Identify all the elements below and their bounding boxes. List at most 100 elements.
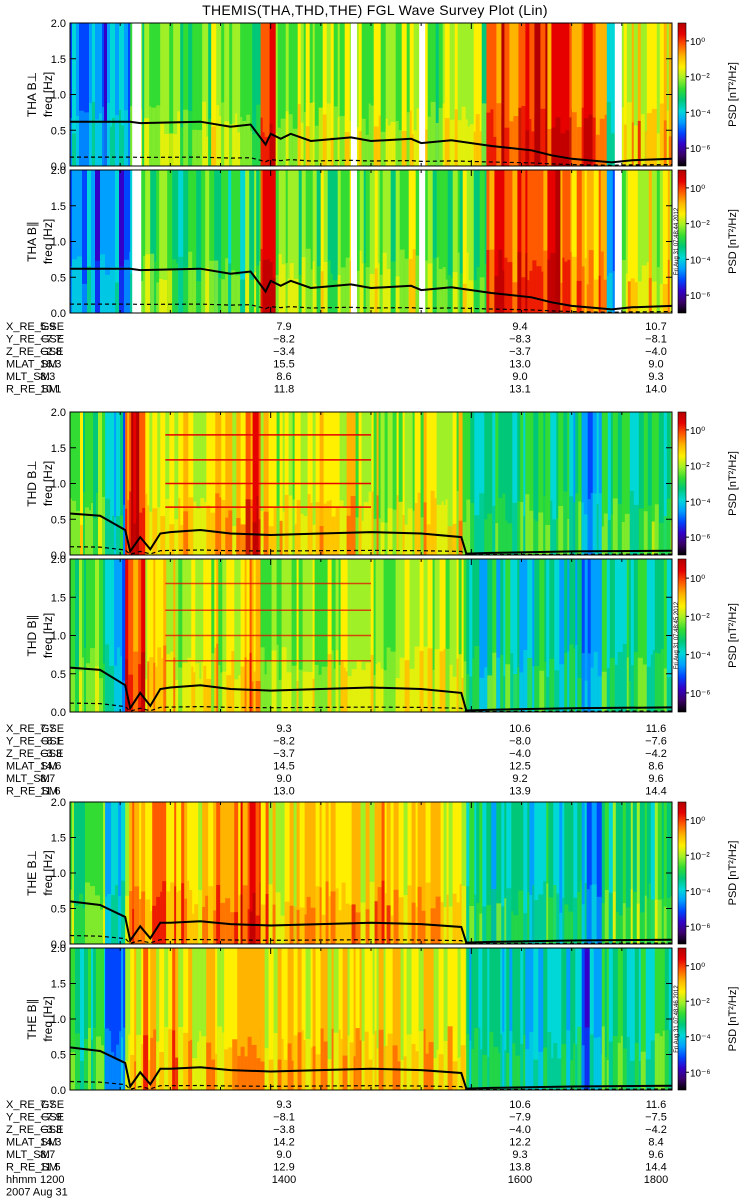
spectrogram-cell: [234, 912, 239, 944]
spectrogram-cell: [82, 657, 85, 712]
spectrogram-column: [298, 170, 303, 313]
spectrogram-column: [417, 412, 421, 555]
spectrogram-column: [631, 23, 635, 166]
spectrogram-cell: [581, 653, 586, 712]
spectrogram-cell: [178, 498, 181, 555]
y-axis-label: freq [Hz]: [41, 461, 55, 506]
spectrogram-cell: [646, 262, 650, 313]
spectrogram-cell: [215, 1053, 218, 1090]
spectrogram-column: [242, 23, 247, 166]
spectrogram-column: [663, 802, 668, 944]
ephemeris-value: 13.0: [509, 359, 530, 371]
spectrogram-column: [156, 802, 161, 944]
spectrogram-cell: [469, 1040, 472, 1090]
spectrogram-cell: [392, 1045, 398, 1090]
spectrogram-cell: [439, 651, 444, 712]
spectrogram-cell: [509, 121, 514, 166]
spectrogram-column: [462, 412, 467, 555]
spectrogram-cell: [525, 130, 530, 166]
spectrogram-cell: [206, 679, 212, 712]
spectrogram-cell: [284, 901, 290, 944]
spectrogram-column: [197, 948, 200, 1090]
spectrogram-cell: [208, 886, 214, 944]
spectrogram-column: [240, 948, 245, 1090]
spectrogram-column: [604, 948, 608, 1090]
spectrogram-cell: [91, 270, 96, 313]
spectrogram-column: [398, 412, 403, 555]
spectrogram-cell: [315, 502, 320, 555]
spectrogram-column: [447, 170, 452, 313]
spectrogram-column: [361, 23, 367, 166]
spectrogram-cell: [550, 500, 553, 555]
spectrogram-column: [320, 948, 324, 1090]
spectrogram-cell: [601, 1026, 606, 1090]
spectrogram-cell: [90, 886, 96, 944]
spectrogram-column: [373, 23, 380, 166]
spectrogram-cell: [525, 494, 530, 555]
spectrogram-column: [141, 802, 146, 944]
spectrogram-cell: [353, 1056, 356, 1090]
spectrogram-column: [536, 170, 542, 313]
spectrogram-column: [100, 802, 104, 944]
spectrogram-column: [604, 802, 610, 944]
spectrogram-cell: [293, 279, 300, 313]
spectrogram-column: [459, 170, 464, 313]
spectrogram-cell: [532, 884, 535, 944]
spectrogram-column: [575, 559, 578, 712]
spectrogram-column: [390, 170, 397, 313]
spectrogram-column: [581, 948, 586, 1090]
spectrogram-cell: [238, 675, 241, 712]
spectrogram-cell: [175, 679, 179, 712]
spectrogram-column: [225, 802, 231, 944]
spectrogram-cell: [338, 910, 342, 944]
spectrogram-column: [651, 170, 658, 313]
spectrogram-cell: [157, 507, 161, 555]
spectrogram-column: [129, 170, 131, 313]
spectrogram-cell: [254, 272, 257, 313]
spectrogram-column: [208, 802, 214, 944]
spectrogram-column: [178, 948, 184, 1090]
spectrogram-column: [438, 23, 444, 166]
spectrogram-cell: [292, 128, 299, 166]
spectrogram-column: [365, 170, 371, 313]
spectrogram-cell: [581, 107, 585, 166]
spectrogram-column: [333, 948, 339, 1090]
spectrogram-cell: [72, 133, 77, 166]
spectrogram-column: [646, 559, 652, 712]
spectrogram-cell: [285, 263, 289, 313]
y-axis-label: freq [Hz]: [41, 996, 55, 1041]
spectrogram-cell: [205, 267, 210, 313]
colorbar-tick-label: 10⁻²: [690, 612, 710, 623]
spectrogram-column: [648, 802, 652, 944]
spectrogram-cell: [296, 680, 299, 712]
spectrogram-cell: [382, 252, 388, 313]
spectrogram-cell: [244, 657, 247, 712]
spectrogram-cell: [428, 1042, 434, 1090]
spectrogram-column: [473, 170, 478, 313]
ephemeris-value: 7.9: [276, 321, 291, 333]
spectrogram-column: [564, 559, 568, 712]
spectrogram-column: [380, 23, 387, 166]
spectrogram-cell: [584, 258, 588, 313]
spectrogram-cell: [202, 907, 206, 944]
spectrogram-column: [581, 170, 586, 313]
spectrogram-cell: [318, 107, 324, 166]
spectrogram-column: [262, 170, 268, 313]
spectrogram-cell: [143, 256, 146, 313]
spectrogram-cell: [590, 493, 594, 555]
spectrogram-cell: [149, 511, 153, 555]
spectrogram-cell: [436, 504, 442, 555]
spectrogram-cell: [466, 499, 471, 555]
spectrogram-column: [390, 23, 397, 166]
spectrogram-cell: [105, 896, 108, 944]
spectrogram-cell: [159, 1052, 165, 1090]
spectrogram-cell: [607, 520, 612, 555]
spectrogram-column: [216, 802, 221, 944]
spectrogram-column: [620, 948, 624, 1090]
spectrogram-cell: [504, 898, 507, 944]
spectrogram-column: [658, 412, 665, 555]
spectrogram-cell: [634, 1042, 640, 1090]
spectrogram-column: [561, 948, 567, 1090]
spectrogram-cell: [490, 109, 494, 166]
spectrogram-column: [176, 170, 179, 313]
